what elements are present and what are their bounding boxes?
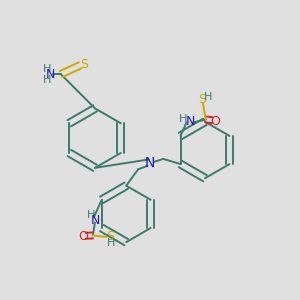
Text: N: N: [186, 116, 195, 128]
Text: H: H: [42, 75, 51, 85]
Text: S: S: [106, 230, 114, 242]
Text: S: S: [80, 58, 88, 70]
Text: H: H: [179, 114, 188, 124]
Text: H: H: [203, 92, 212, 102]
Text: H: H: [87, 210, 95, 220]
Text: S: S: [198, 92, 206, 106]
Text: O: O: [210, 115, 220, 128]
Text: N: N: [145, 156, 155, 170]
Text: N: N: [91, 214, 100, 227]
Text: O: O: [78, 230, 88, 243]
Text: H: H: [42, 64, 51, 74]
Text: H: H: [107, 238, 115, 248]
Text: N: N: [46, 68, 55, 81]
